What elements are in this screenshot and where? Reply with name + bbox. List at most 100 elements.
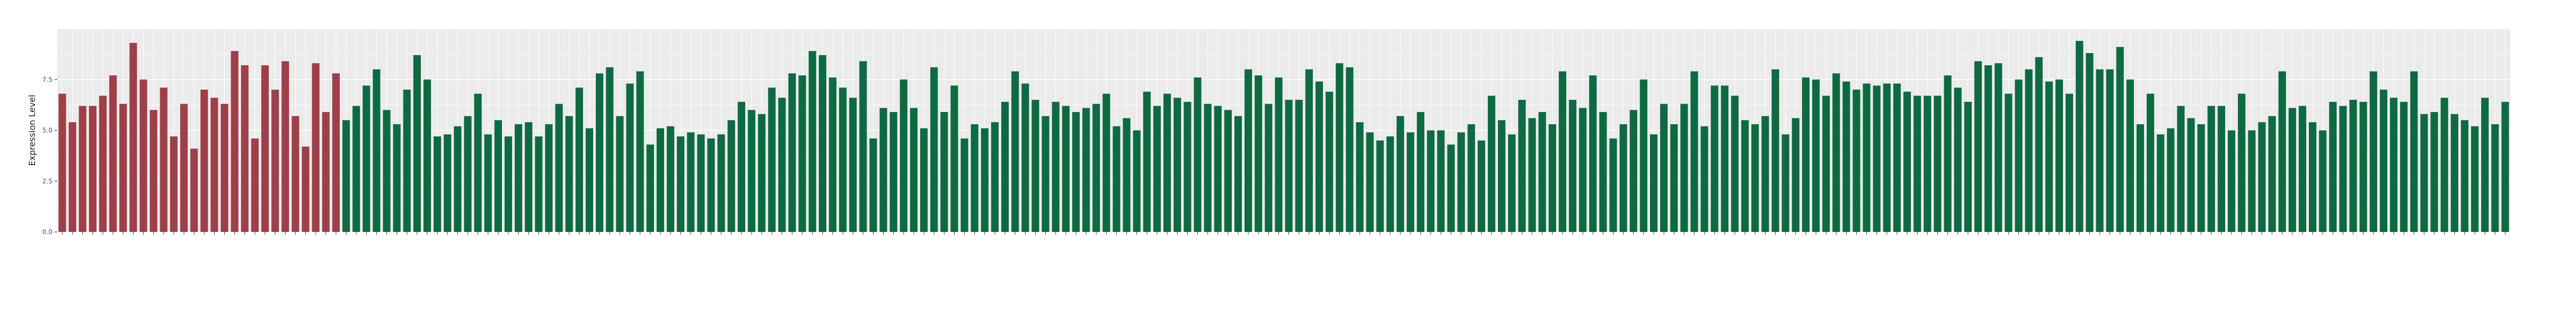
bar xyxy=(1670,124,1678,232)
bar xyxy=(1325,91,1334,232)
bar xyxy=(1467,124,1475,232)
bar xyxy=(1883,83,1891,232)
bar xyxy=(139,79,147,232)
bar xyxy=(1802,77,1810,232)
y-axis-label: Expression Level xyxy=(27,94,37,166)
bar xyxy=(1224,110,1232,232)
bar xyxy=(1568,100,1577,232)
bar xyxy=(1609,138,1617,232)
bar xyxy=(1052,101,1060,232)
bar xyxy=(626,83,634,232)
bar xyxy=(1113,126,1121,232)
bar xyxy=(190,148,198,232)
bar xyxy=(2207,106,2215,232)
bar xyxy=(677,136,685,232)
bar xyxy=(1913,96,1921,232)
bar xyxy=(413,55,421,232)
bar xyxy=(241,65,249,232)
bar xyxy=(1822,96,1830,232)
x-axis xyxy=(62,232,2506,235)
bar xyxy=(981,128,989,232)
bar xyxy=(616,116,624,232)
bar xyxy=(1386,136,1394,232)
bar xyxy=(2116,47,2124,232)
bar xyxy=(2147,93,2155,232)
bar xyxy=(1031,100,1039,232)
bar xyxy=(859,61,867,232)
bar xyxy=(2329,101,2337,232)
bar xyxy=(2349,100,2357,232)
bar xyxy=(1781,134,1789,232)
bar xyxy=(1741,120,1749,232)
bar xyxy=(2126,79,2134,232)
bar xyxy=(2278,71,2286,232)
bar xyxy=(1153,106,1161,232)
bar xyxy=(444,134,452,232)
bar xyxy=(271,89,279,232)
bar xyxy=(1346,67,1354,232)
bar xyxy=(1508,134,1516,232)
bars xyxy=(58,40,2509,232)
bar xyxy=(1406,132,1415,232)
bar xyxy=(1102,93,1110,232)
bar xyxy=(1761,116,1769,232)
bar xyxy=(2501,101,2509,232)
bar xyxy=(1852,89,1860,232)
bar xyxy=(2025,69,2033,232)
bar xyxy=(596,73,604,232)
bar xyxy=(1984,65,1992,232)
bar xyxy=(383,110,391,232)
bar xyxy=(2440,98,2448,232)
bar xyxy=(1133,130,1141,232)
bar xyxy=(464,116,472,232)
bar xyxy=(1518,100,1526,232)
bar xyxy=(1417,112,1425,232)
bar xyxy=(454,126,462,232)
bar xyxy=(322,112,330,232)
bar xyxy=(1356,122,1364,232)
bar xyxy=(1396,116,1405,232)
bar xyxy=(149,110,157,232)
bar xyxy=(1721,85,1728,232)
bar xyxy=(1649,134,1658,232)
bar xyxy=(2430,112,2438,232)
bar xyxy=(1924,96,1931,232)
bar xyxy=(940,112,948,232)
y-axis: 0.0 2.5 5.0 7.5 xyxy=(42,76,57,236)
bar xyxy=(2450,114,2458,232)
bar xyxy=(656,128,664,232)
bar xyxy=(2319,130,2327,232)
bar xyxy=(1680,104,1688,232)
bar xyxy=(758,114,766,232)
bar xyxy=(1589,75,1597,232)
bar xyxy=(2410,71,2418,232)
bar xyxy=(2379,89,2388,232)
bar xyxy=(687,132,695,232)
bar xyxy=(2076,40,2084,232)
bar xyxy=(778,98,786,232)
bar xyxy=(484,134,492,232)
bar xyxy=(535,136,543,232)
bar xyxy=(991,122,999,232)
bar xyxy=(1731,96,1739,232)
bar xyxy=(2228,130,2236,232)
bar xyxy=(636,71,644,232)
bar xyxy=(960,138,968,232)
bar xyxy=(666,126,675,232)
bar xyxy=(2136,124,2145,232)
y-tick-label: 0.0 xyxy=(42,228,52,236)
bar xyxy=(1143,91,1151,232)
bar xyxy=(2420,114,2428,232)
bar xyxy=(1376,140,1384,232)
bar xyxy=(58,93,66,232)
bar xyxy=(1974,61,1982,232)
bar xyxy=(2298,106,2307,232)
bar xyxy=(1771,69,1779,232)
bar xyxy=(1832,73,1840,232)
bar xyxy=(2460,120,2469,232)
y-tick-label: 2.5 xyxy=(42,177,52,185)
bar xyxy=(281,61,289,232)
bar xyxy=(342,120,350,232)
